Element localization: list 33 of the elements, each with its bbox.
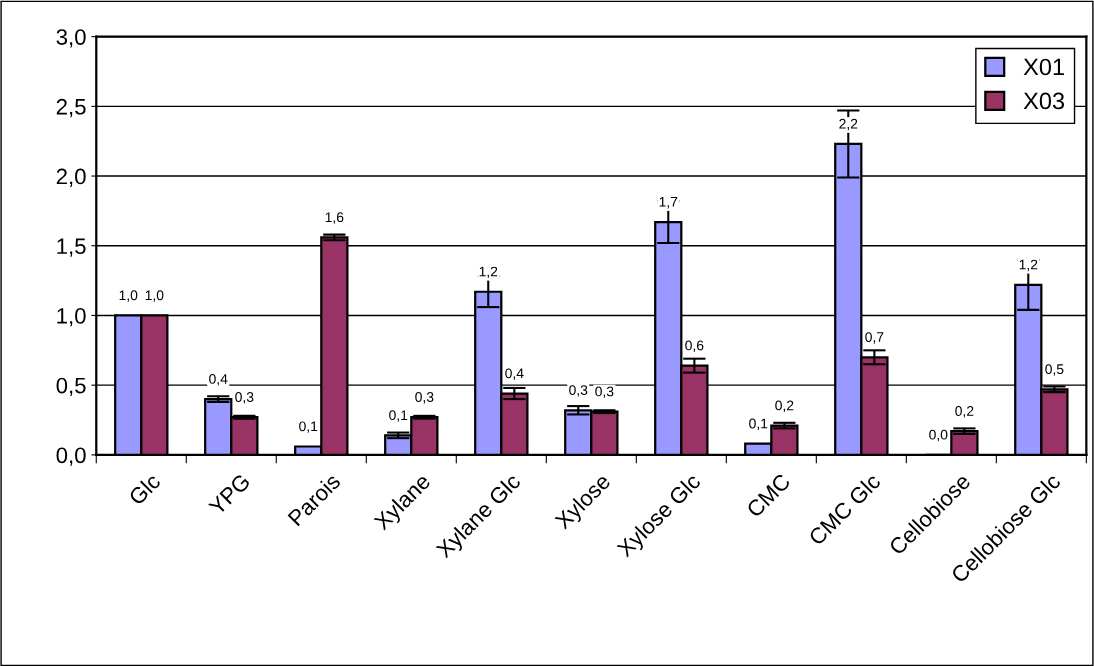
data-label: 2,2: [839, 118, 858, 131]
legend-label: X03: [1023, 92, 1065, 110]
data-label: 1,0: [145, 290, 164, 302]
x-tick-label: YPG: [207, 473, 251, 516]
y-tick-label: 0,0: [56, 447, 86, 466]
data-label: 0,3: [235, 392, 254, 404]
data-label: 1,2: [479, 266, 498, 279]
data-label: 0,1: [749, 418, 768, 431]
data-label: 0,4: [209, 373, 228, 386]
data-label: 0,3: [569, 385, 588, 397]
data-label: 0,7: [865, 332, 884, 344]
data-label: 0,1: [299, 421, 318, 433]
data-label: 0,5: [1045, 364, 1064, 376]
legend-label: X01: [1023, 58, 1064, 76]
data-label: 0,2: [955, 406, 974, 418]
data-label: 0,4: [505, 368, 524, 380]
data-label: 0,6: [685, 340, 704, 352]
data-label: 0,0: [929, 429, 948, 442]
y-tick-label: 2,0: [56, 168, 86, 187]
data-label: 1,7: [659, 197, 678, 209]
data-label: 0,1: [389, 410, 408, 422]
y-tick-label: 0,5: [56, 377, 86, 397]
data-label: 0,3: [595, 386, 614, 399]
y-tick-label: 1,5: [57, 238, 86, 257]
y-tick-label: 3,0: [56, 29, 86, 48]
x-tick-label: Glc: [127, 472, 162, 506]
data-label: 1,2: [1019, 259, 1038, 272]
data-label: 1,6: [325, 212, 344, 224]
data-label: 0,2: [775, 400, 794, 412]
y-tick-label: 1,0: [57, 308, 86, 327]
data-label: 0,3: [415, 392, 434, 404]
y-tick-label: 2,5: [56, 98, 86, 118]
data-label: 1,0: [119, 290, 138, 302]
